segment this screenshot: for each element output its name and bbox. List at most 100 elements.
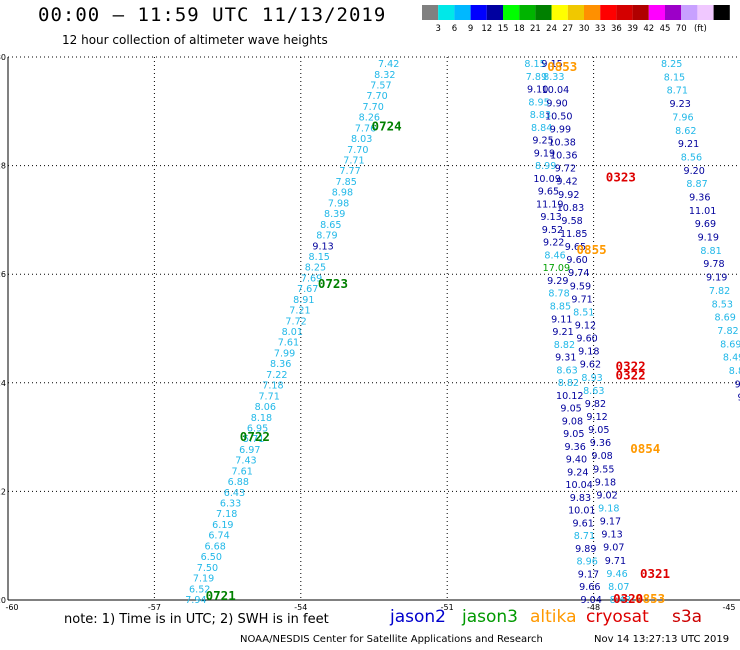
wave-height-cryosat: 7.82 xyxy=(709,286,730,297)
legend-swatch xyxy=(422,5,439,20)
legend-swatch xyxy=(632,5,649,20)
wave-height-altika: 9.18 xyxy=(598,503,619,514)
wave-height-altika: 10.50 xyxy=(545,111,572,122)
wave-height-jason2: 8.82 xyxy=(554,340,575,351)
legend-swatch xyxy=(503,5,520,20)
wave-height-altika: 9.07 xyxy=(603,543,624,554)
legend-swatch xyxy=(519,5,536,20)
wave-height-jason2: 10.12 xyxy=(556,391,583,402)
wave-height-jason3: 8.18 xyxy=(251,413,272,424)
wave-height-altika: 9.74 xyxy=(568,268,589,279)
wave-height-cryosat: 8.62 xyxy=(675,126,696,137)
satellite-label-cryosat: cryosat xyxy=(586,607,649,627)
wave-height-jason2: 9.17 xyxy=(578,569,599,580)
legend-label: 70 xyxy=(676,24,687,34)
wave-height-altika: 9.12 xyxy=(586,412,607,423)
lon-tick-label: -45 xyxy=(722,603,735,612)
wave-height-altika: 8.63 xyxy=(583,386,604,397)
satellite-label-s3a: s3a xyxy=(672,607,703,627)
legend-swatch xyxy=(454,5,471,20)
wave-height-altika: 9.18 xyxy=(595,477,616,488)
wave-height-cryosat: 9.21 xyxy=(678,139,699,150)
wave-height-jason2: 9.05 xyxy=(560,404,581,415)
wave-height-jason2: 9.40 xyxy=(566,455,587,466)
wave-height-jason2: 9.22 xyxy=(543,238,564,249)
lon-tick-label: -54 xyxy=(294,603,307,612)
legend-label: 24 xyxy=(546,24,557,34)
wave-height-jason3: 7.70 xyxy=(347,145,368,156)
pass-time-label: 0321 xyxy=(640,566,670,581)
wave-height-jason3: 8.32 xyxy=(374,70,395,81)
wave-height-jason3: 6.52 xyxy=(189,584,210,595)
wave-height-jason2: 9.10 xyxy=(527,85,548,96)
wave-height-jason2: 9.11 xyxy=(551,314,572,325)
pass-time-label: 0723 xyxy=(318,276,348,291)
wave-height-cryosat: 8.69 xyxy=(714,313,735,324)
generation-timestamp: Nov 14 13:27:13 UTC 2019 xyxy=(594,634,730,645)
wave-height-altika: 9.82 xyxy=(585,399,606,410)
credit-line: NOAA/NESDIS Center for Satellite Applica… xyxy=(240,634,543,645)
wave-height-jason3: 5.71 xyxy=(243,434,264,445)
lon-tick-label: -51 xyxy=(441,603,454,612)
wave-height-jason3: 7.71 xyxy=(258,391,279,402)
wave-height-jason2: 9.05 xyxy=(563,429,584,440)
wave-height-cryosat: 9.19 xyxy=(706,273,727,284)
wave-height-cryosat: 9.23 xyxy=(669,99,690,110)
legend-swatch xyxy=(551,5,568,20)
wave-height-jason3: 9.13 xyxy=(312,241,333,252)
wave-height-altika: 8.07 xyxy=(608,582,629,593)
wave-height-altika: 9.12 xyxy=(575,320,596,331)
wave-height-jason2: 17.09 xyxy=(543,263,570,274)
wave-height-jason3: 7.19 xyxy=(193,574,214,585)
wave-height-jason2: 8.84 xyxy=(531,123,552,134)
legend-swatch xyxy=(486,5,503,20)
wave-height-jason3: 7.94 xyxy=(185,595,206,606)
wave-height-jason2: 9.08 xyxy=(562,416,583,427)
wave-height-altika: 9.55 xyxy=(593,464,614,475)
wave-height-altika: 9.59 xyxy=(570,281,591,292)
wave-height-jason2: 9.83 xyxy=(570,493,591,504)
wave-height-jason3: 7.43 xyxy=(235,456,256,467)
pass-time-label: 0722 xyxy=(240,429,270,444)
lon-tick-label: -60 xyxy=(5,603,18,612)
wave-height-altika: 9.46 xyxy=(606,569,627,580)
wave-height-cryosat: 7.82 xyxy=(717,326,738,337)
wave-height-cryosat: 8.71 xyxy=(667,86,688,97)
wave-height-jason2: 9.19 xyxy=(534,148,555,159)
wave-height-jason3: 6.95 xyxy=(247,423,268,434)
legend-label: 39 xyxy=(627,24,638,34)
legend-label: 45 xyxy=(660,24,671,34)
wave-height-jason3: 7.76 xyxy=(355,123,376,134)
grid-lines xyxy=(8,56,740,600)
wave-height-jason3: 6.43 xyxy=(224,488,245,499)
wave-height-jason3: 7.71 xyxy=(343,156,364,167)
legend-swatch xyxy=(438,5,455,20)
wave-height-jason3: 8.01 xyxy=(282,327,303,338)
legend-swatch xyxy=(681,5,698,20)
wave-height-jason2: 9.66 xyxy=(579,582,600,593)
axis-ticks: 20 22 24 26 28 30 -60 -57 -54 -51 -48 -45 xyxy=(0,53,736,612)
wave-height-jason3: 8.15 xyxy=(309,252,330,263)
legend-label: 30 xyxy=(579,24,590,34)
legend-swatch xyxy=(616,5,633,20)
map-title: 00:00 – 11:59 UTC 11/13/2019 xyxy=(38,4,387,26)
pass-time-label: 0323 xyxy=(606,170,636,185)
wave-height-jason2: 8.71 xyxy=(574,531,595,542)
wave-height-jason3: 7.61 xyxy=(278,338,299,349)
lat-tick-label: 20 xyxy=(0,596,6,605)
wave-height-altika: 9.36 xyxy=(590,438,611,449)
wave-height-cryosat: 8.87 xyxy=(686,179,707,190)
legend-label: 21 xyxy=(530,24,541,34)
wave-height-altika: 8.43 xyxy=(610,595,631,606)
wave-height-jason3: 6.19 xyxy=(212,520,233,531)
track-time-labels: 0721 0722 0723 0724 0853 0855 0854 0853 0323 0322… xyxy=(206,59,670,606)
wave-height-altika: 9.65 xyxy=(565,242,586,253)
wave-height-altika: 8.51 xyxy=(573,307,594,318)
wave-height-jason3: 7.70 xyxy=(366,91,387,102)
lon-tick-label: -57 xyxy=(148,603,161,612)
wave-height-cryosat: 9. xyxy=(737,393,740,404)
wave-height-jason3: 6.50 xyxy=(201,552,222,563)
legend-label: 18 xyxy=(514,24,525,34)
wave-height-cryosat: 8.69 xyxy=(720,339,740,350)
